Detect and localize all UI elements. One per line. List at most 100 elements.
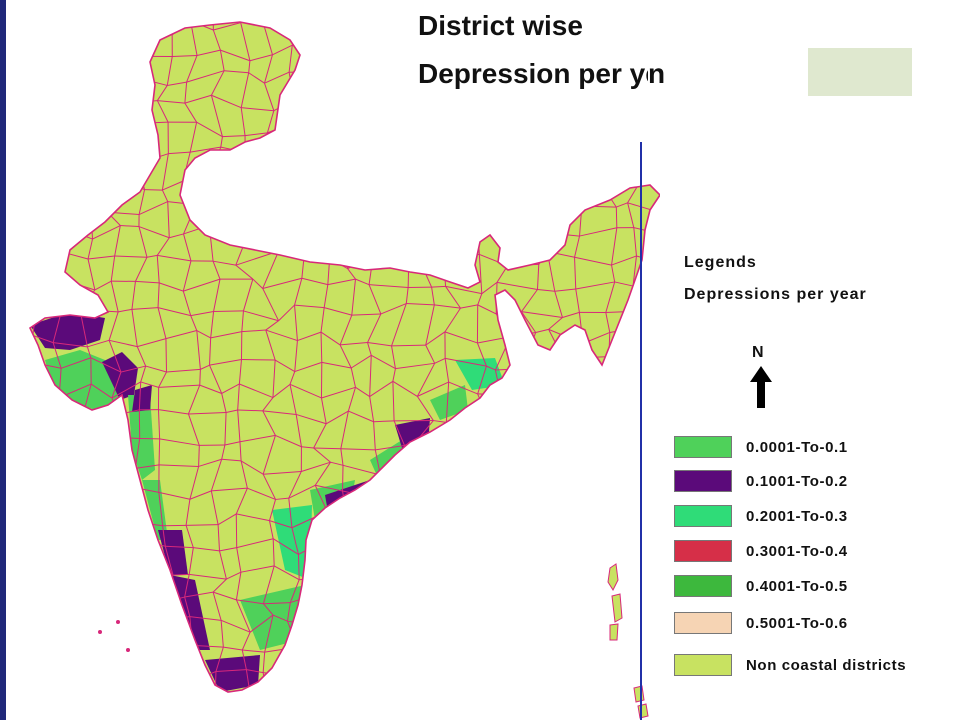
district-boundary: [347, 387, 356, 412]
district-boundary: [497, 190, 509, 211]
district-boundary: [37, 466, 55, 476]
district-boundary: [579, 227, 617, 237]
district-boundary: [400, 650, 408, 676]
district-boundary: [210, 311, 215, 338]
district-boundary: [96, 173, 113, 184]
district-boundary: [455, 525, 461, 542]
district-boundary: [552, 669, 592, 685]
district-boundary: [589, 409, 603, 421]
district-boundary: [632, 255, 637, 287]
district-boundary: [551, 564, 584, 569]
district-boundary: [499, 226, 539, 243]
coastal-district-kanyakumari: [205, 655, 260, 692]
district-boundary: [87, 24, 96, 56]
district-boundary: [30, 101, 36, 111]
district-boundary: [403, 175, 435, 190]
district-boundary: [320, 542, 331, 577]
district-boundary: [301, 446, 314, 449]
district-boundary: [300, 22, 325, 31]
district-boundary: [448, 381, 478, 395]
district-boundary: [554, 436, 588, 440]
district-boundary: [262, 22, 301, 24]
district-boundary: [133, 23, 173, 36]
district-boundary: [65, 416, 83, 420]
district-boundary: [500, 461, 525, 476]
district-boundary: [156, 85, 168, 101]
district-boundary: [291, 527, 299, 555]
district-boundary: [212, 591, 237, 601]
district-boundary: [61, 95, 90, 114]
district-boundary: [536, 264, 540, 290]
district-boundary: [87, 55, 94, 86]
district-boundary: [247, 235, 275, 239]
district-boundary: [326, 511, 349, 528]
district-boundary: [642, 567, 660, 573]
district-boundary: [158, 491, 191, 500]
district-boundary: [54, 656, 66, 677]
district-boundary: [156, 255, 160, 283]
district-boundary: [478, 254, 483, 294]
district-boundary: [275, 497, 289, 500]
district-boundary: [87, 255, 115, 260]
coastal-district-kerala-north: [158, 530, 188, 575]
district-boundary: [208, 146, 222, 177]
district-boundary: [42, 224, 57, 243]
district-boundary: [292, 180, 300, 215]
district-boundary: [135, 464, 160, 469]
district-boundary: [57, 129, 91, 137]
district-boundary: [470, 553, 484, 578]
district-boundary: [84, 648, 96, 678]
district-boundary: [339, 124, 383, 138]
district-boundary: [54, 22, 96, 25]
district-boundary: [288, 498, 293, 528]
district-boundary: [403, 489, 407, 525]
district-boundary: [398, 695, 434, 707]
district-boundary: [159, 282, 184, 292]
district-boundary: [554, 406, 565, 439]
district-boundary: [290, 227, 305, 253]
district-boundary: [295, 414, 302, 447]
district-boundary: [210, 459, 223, 492]
district-boundary: [120, 365, 146, 373]
district-boundary: [367, 652, 380, 685]
district-boundary: [575, 343, 584, 359]
coastal-district-west-bengal: [455, 358, 505, 390]
district-boundary: [165, 697, 194, 708]
district-boundary: [419, 420, 434, 438]
district-boundary: [379, 489, 405, 500]
district-boundary: [138, 189, 146, 215]
district-boundary: [600, 437, 606, 476]
district-boundary: [499, 442, 522, 449]
district-boundary: [235, 572, 242, 600]
district-boundary: [453, 488, 486, 500]
district-boundary: [455, 640, 483, 652]
district-boundary: [264, 83, 275, 111]
district-boundary: [84, 433, 97, 469]
district-boundary: [132, 646, 140, 680]
district-boundary: [262, 410, 276, 436]
district-boundary: [111, 371, 122, 399]
district-boundary: [527, 698, 549, 701]
district-boundary: [275, 434, 302, 448]
district-boundary: [313, 447, 331, 463]
district-boundary: [537, 536, 554, 547]
district-boundary: [242, 649, 265, 653]
title-line-1: District wise: [418, 10, 583, 41]
district-boundary: [446, 475, 455, 499]
district-boundary: [316, 0, 344, 1]
district-boundary: [135, 256, 148, 282]
district-boundary: [271, 160, 292, 165]
district-boundary: [157, 282, 160, 308]
district-boundary: [484, 488, 499, 491]
district-boundary: [579, 621, 601, 629]
district-boundary: [574, 235, 581, 258]
district-boundary: [55, 224, 65, 253]
district-boundary: [183, 233, 192, 262]
district-boundary: [502, 536, 538, 545]
district-boundary: [10, 148, 13, 177]
district-boundary: [327, 278, 356, 286]
district-boundary: [120, 225, 139, 228]
district-boundary: [184, 591, 214, 598]
district-boundary: [30, 592, 44, 595]
title-line-2-tail: n: [648, 58, 666, 89]
